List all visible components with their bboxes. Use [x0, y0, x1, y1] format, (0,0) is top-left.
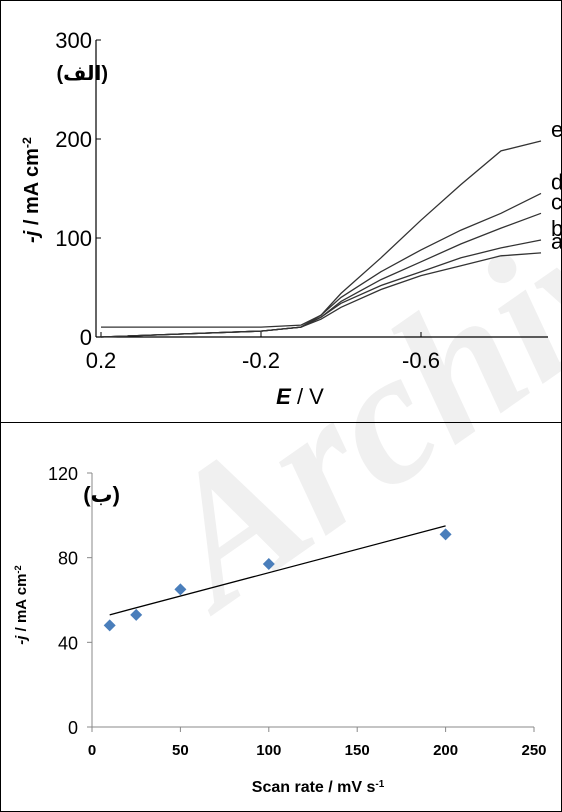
y-tick-label-a: 0 [80, 325, 92, 350]
x-tick-label-b: 0 [88, 742, 96, 759]
x-tick-label-a: -0.6 [402, 348, 440, 373]
y-tick-label-a: 300 [55, 28, 92, 53]
x-tick-label-a: -0.2 [242, 348, 280, 373]
series-line-a [100, 252, 542, 338]
data-point-b [439, 528, 452, 541]
x-tick-label-a: 0.2 [86, 348, 117, 373]
y-tick-label-b: 40 [58, 633, 78, 653]
y-axis-label-a: -j / mA cm-2 [20, 137, 43, 243]
y-tick-label-b: 0 [68, 718, 78, 738]
x-axis-label-b: Scan rate / mV s-1 [252, 779, 385, 797]
series-line-b [100, 239, 542, 338]
series-label-c: c [551, 189, 562, 214]
x-tick-label-b: 50 [172, 742, 189, 759]
y-axis-label-b: -j / mA cm-2 [13, 565, 30, 644]
series-line-d [100, 192, 542, 338]
x-tick-label-b: 100 [256, 742, 281, 759]
panel-label-a: (الف) [56, 63, 108, 85]
y-tick-label-b: 120 [48, 464, 78, 484]
y-tick-label-b: 80 [58, 549, 78, 569]
trendline-b [109, 525, 446, 616]
series-label-e: e [551, 117, 562, 142]
series-label-b: b [551, 216, 562, 241]
y-tick-label-a: 200 [55, 127, 92, 152]
data-point-b [103, 619, 116, 632]
series-line-e [101, 140, 542, 328]
data-point-b [174, 583, 187, 596]
x-axis-label-a: E / V [276, 384, 324, 409]
x-tick-label-b: 150 [345, 742, 370, 759]
x-tick-label-b: 200 [433, 742, 458, 759]
data-point-b [130, 608, 143, 621]
data-point-b [262, 558, 275, 571]
y-tick-label-a: 100 [55, 226, 92, 251]
series-label-a: a [551, 229, 562, 254]
x-tick-label-b: 250 [521, 742, 546, 759]
panel-divider [0, 422, 562, 423]
panel-label-b: (ب) [83, 482, 120, 507]
series-label-d: d [551, 169, 562, 194]
